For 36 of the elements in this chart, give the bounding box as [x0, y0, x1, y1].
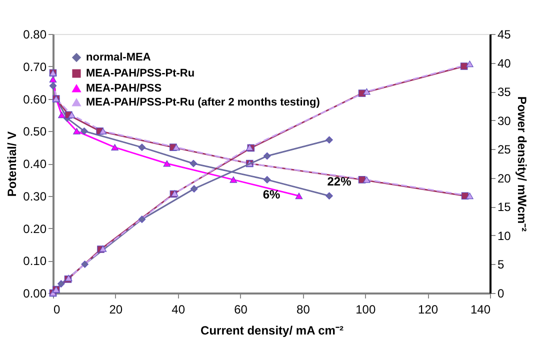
x-tick-label: 0 — [54, 302, 60, 316]
y2-axis-title: Power density/ mWcm⁻² — [514, 96, 529, 232]
y-tick-label: 0.30 — [23, 189, 47, 204]
y2-tick-label: 35 — [498, 85, 512, 100]
y-tick-label: 0.10 — [23, 254, 47, 268]
y-tick-label: 0.80 — [23, 28, 47, 42]
y-tick-label: 0.70 — [23, 60, 47, 74]
y2-tick-label: 5 — [498, 258, 504, 272]
y2-tick-label: 40 — [498, 56, 512, 70]
x-tick-label: 140 — [470, 302, 491, 316]
x-tick-label: 60 — [234, 302, 248, 316]
y2-tick-label: 25 — [498, 142, 512, 157]
y2-tick-label: 20 — [498, 171, 512, 186]
legend-label: MEA-PAH/PSS — [86, 82, 162, 94]
y2-tick-label: 15 — [498, 200, 512, 214]
annotation: 6% — [262, 188, 280, 202]
y2-tick-label: 10 — [498, 228, 512, 243]
x-axis-title: Current density/ mA cm⁻² — [200, 324, 344, 338]
x-tick-label: 80 — [296, 302, 310, 316]
y-tick-label: 0.00 — [23, 286, 47, 300]
y-axis-title: Potential/ V — [5, 131, 20, 197]
x-tick-label: 40 — [172, 302, 186, 316]
y-tick-label: 0.20 — [23, 222, 47, 236]
annotation: 22% — [327, 174, 352, 189]
y-tick-label: 0.60 — [23, 92, 47, 106]
y-tick-label: 0.50 — [23, 124, 47, 139]
y2-tick-label: 0 — [498, 286, 504, 300]
legend-label: normal-MEA — [86, 52, 151, 64]
x-tick-label: 100 — [356, 302, 376, 316]
legend-label: MEA-PAH/PSS-Pt-Ru (after 2 months testing) — [86, 96, 320, 108]
legend-label: MEA-PAH/PSS-Pt-Ru — [86, 68, 195, 80]
x-tick-label: 120 — [418, 302, 438, 316]
y-tick-label: 0.40 — [23, 157, 47, 171]
x-tick-label: 20 — [109, 302, 123, 316]
y2-tick-label: 30 — [498, 114, 512, 128]
y2-tick-label: 45 — [498, 28, 512, 42]
